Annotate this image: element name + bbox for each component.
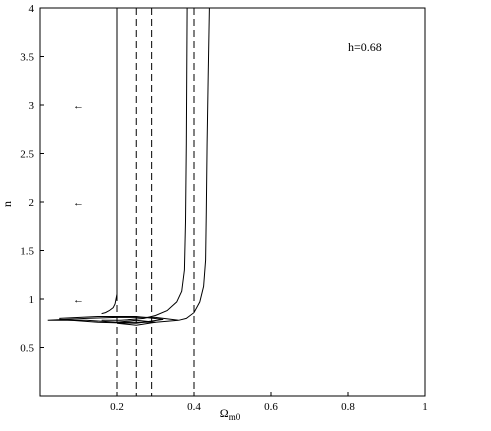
series-line-3 (47, 316, 179, 323)
arrow-marker-2: ← (73, 294, 84, 306)
x-tick-label-0: 0.2 (110, 401, 124, 413)
series-line-4 (59, 316, 164, 324)
x-tick-label-2: 0.6 (264, 401, 278, 413)
series-line-1 (101, 7, 188, 321)
series-line-2 (178, 7, 210, 321)
x-axis-label-subscript: m0 (229, 412, 241, 422)
x-axis-label-main: Ω (220, 406, 229, 420)
y-tick-label-5: 3 (29, 100, 35, 112)
y-tick-label-0: 0.5 (20, 343, 34, 355)
y-tick-label-3: 2 (29, 197, 35, 209)
h-annotation: h=0.68 (348, 40, 382, 54)
y-tick-label-7: 4 (29, 3, 35, 15)
plot-frame (39, 7, 426, 397)
x-tick-label-4: 1 (422, 401, 428, 413)
series-line-0 (101, 8, 118, 315)
x-axis-label: Ωm0 (220, 406, 241, 422)
arrow-marker-0: ← (73, 100, 84, 112)
y-tick-label-2: 1.5 (20, 246, 34, 258)
y-tick-label-4: 2.5 (20, 149, 34, 161)
y-tick-label-1: 1 (29, 294, 35, 306)
y-tick-label-6: 3.5 (20, 52, 34, 64)
y-axis-label: n (0, 201, 14, 207)
x-tick-label-1: 0.4 (187, 401, 201, 413)
x-tick-label-3: 0.8 (341, 401, 355, 413)
series-line-5 (116, 319, 156, 326)
arrow-marker-1: ← (73, 197, 84, 209)
